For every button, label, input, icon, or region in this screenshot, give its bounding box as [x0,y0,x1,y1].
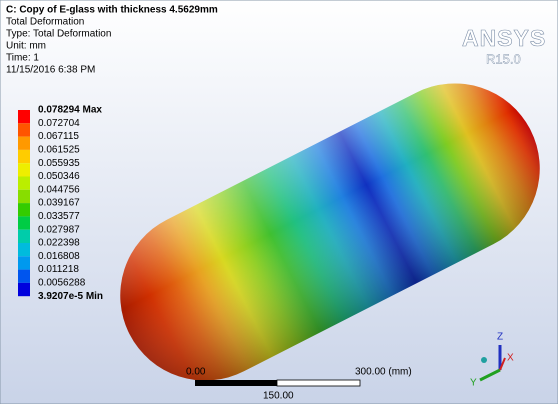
legend-label: 0.027987 [38,224,80,235]
legend-label: 0.044756 [38,184,80,195]
legend-label: 3.9207e-5 Min [38,291,103,302]
legend-swatch [18,283,30,296]
legend-label: 0.022398 [38,238,80,249]
legend-swatch [18,243,30,256]
scale-end: 300.00 (mm) [355,367,412,378]
legend-swatch [18,150,30,163]
legend-swatch [18,177,30,190]
legend-label: 0.039167 [38,198,80,209]
axis-y: Y [470,378,477,389]
legend-label: 0.072704 [38,118,80,129]
logo-release: R15.0 [486,51,521,66]
scale-bar [277,380,360,386]
scale-start: 0.00 [186,367,206,378]
legend-swatch [18,163,30,176]
legend-label: 0.067115 [38,131,79,142]
axis-x: X [507,353,514,364]
result-title: C: Copy of E-glass with thickness 4.5629… [6,5,218,16]
legend-swatch [18,270,30,283]
legend-label: 0.033577 [38,211,80,222]
header-line: Unit: mm [6,41,46,52]
logo: ANSYS [462,25,546,51]
legend-swatch [18,123,30,136]
legend-label: 0.011218 [38,264,79,275]
header-line: Total Deformation [6,17,84,28]
axis-z: Z [497,332,503,343]
header-line: Time: 1 [6,53,39,64]
legend-label: 0.0056288 [38,278,86,289]
viewport: C: Copy of E-glass with thickness 4.5629… [0,0,558,404]
legend-swatch [18,216,30,229]
legend-label: 0.055935 [38,158,80,169]
legend-swatch [18,137,30,150]
legend-swatch [18,230,30,243]
header-line: Type: Total Deformation [6,29,111,40]
legend-label: 0.016808 [38,251,80,262]
legend-swatch [18,190,30,203]
legend-label: 0.061525 [38,145,80,156]
legend-swatch [18,110,30,123]
scale-bar [195,380,277,386]
scale-middle: 150.00 [263,391,294,402]
legend-label: 0.078294 Max [38,105,102,116]
legend-swatch [18,203,30,216]
legend-swatch [18,256,30,269]
header-line: 11/15/2016 6:38 PM [6,65,95,76]
legend-label: 0.050346 [38,171,80,182]
